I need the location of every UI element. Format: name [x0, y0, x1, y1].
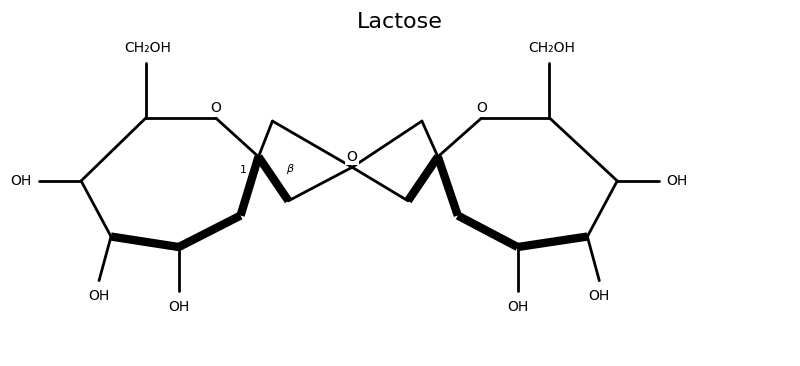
Text: OH: OH	[507, 300, 528, 314]
Text: O: O	[476, 101, 487, 115]
Text: CH₂OH: CH₂OH	[528, 41, 575, 55]
Text: β: β	[286, 164, 294, 174]
Text: 1: 1	[239, 165, 246, 175]
Text: Lactose: Lactose	[357, 12, 443, 32]
Text: O: O	[346, 150, 358, 164]
Text: OH: OH	[89, 290, 110, 303]
Text: OH: OH	[168, 300, 190, 314]
Text: CH₂OH: CH₂OH	[125, 41, 171, 55]
Text: OH: OH	[10, 174, 32, 188]
Text: OH: OH	[589, 290, 610, 303]
Text: OH: OH	[666, 174, 688, 188]
Text: O: O	[210, 101, 221, 115]
